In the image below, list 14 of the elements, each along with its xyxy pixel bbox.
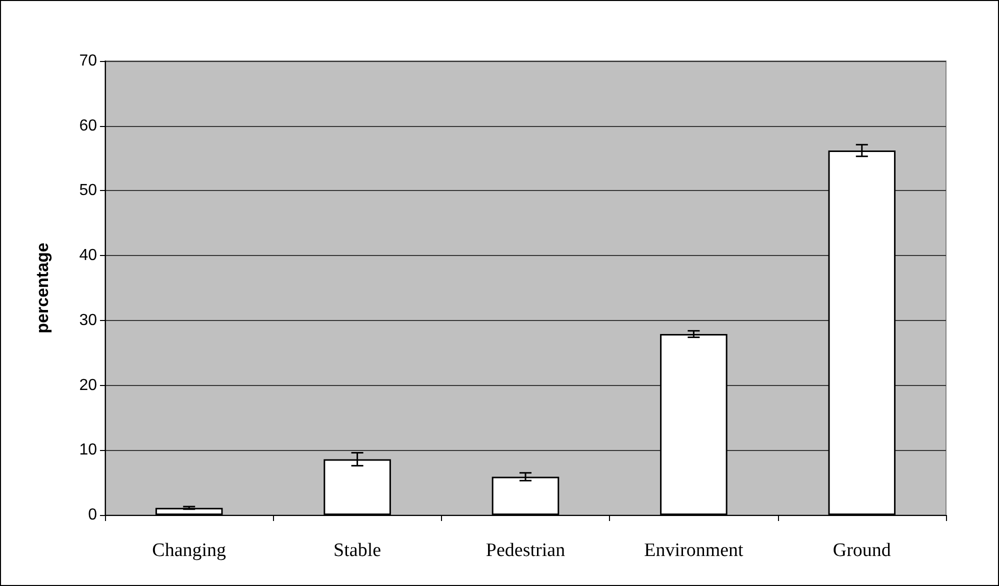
y-tick-label: 50: [79, 182, 98, 200]
y-tick-label: 30: [79, 312, 98, 329]
x-tick-label: Pedestrian: [486, 540, 566, 561]
x-tick-label: Changing: [152, 540, 227, 561]
y-tick-label: 10: [79, 442, 98, 459]
y-tick-label: 70: [79, 52, 98, 70]
y-axis-title: percentage: [33, 242, 52, 334]
x-tick-label: Ground: [832, 540, 892, 561]
y-tick-label: 0: [88, 506, 98, 524]
x-tick-label: Stable: [334, 540, 382, 561]
x-tick-label: Environment: [644, 540, 744, 561]
y-tick-label: 20: [79, 376, 98, 394]
y-tick-label: 60: [79, 117, 98, 134]
y-tick-label: 40: [79, 247, 98, 264]
